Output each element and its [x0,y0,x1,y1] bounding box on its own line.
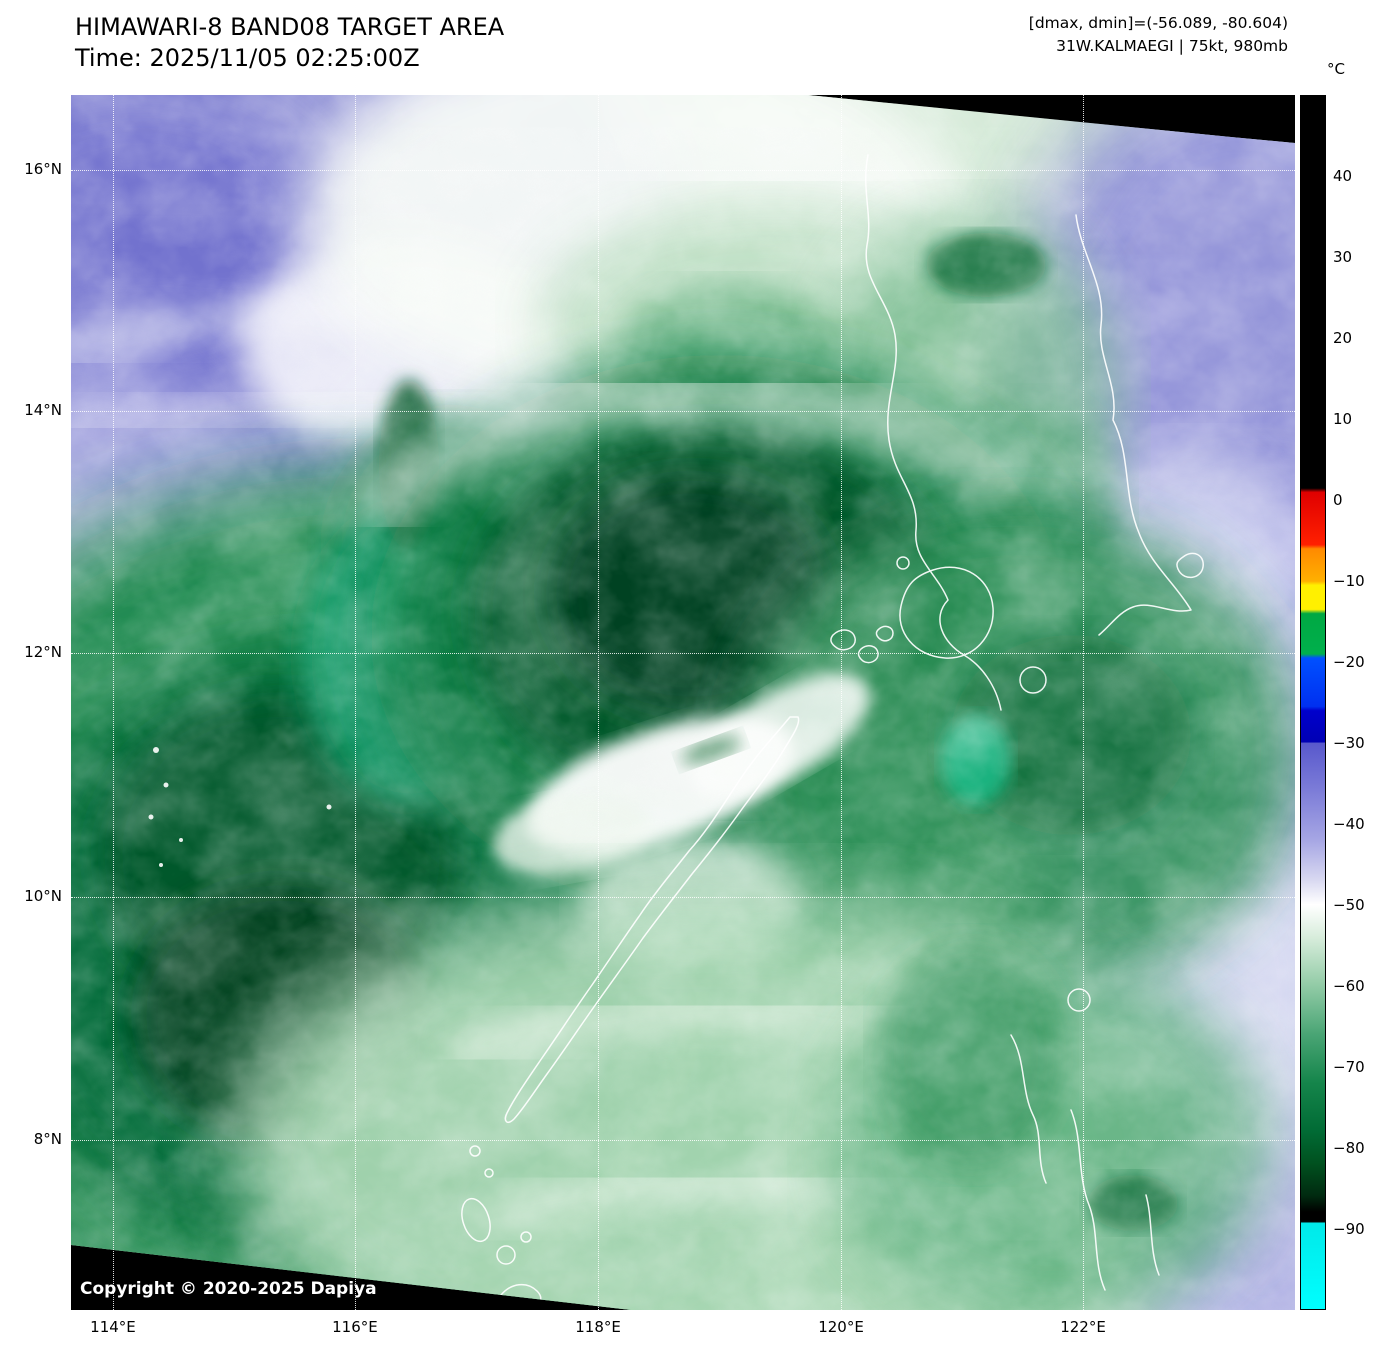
colorbar-tick-label: −90 [1333,1220,1365,1238]
coastlines [461,154,1204,1310]
satellite-imagery [71,95,1295,1310]
latitude-tick-label: 8°N [33,1130,62,1149]
colorbar-tick-label: 30 [1333,248,1353,266]
colorbar-tick-label: 20 [1333,329,1353,347]
colorbar-tick-label: −50 [1333,896,1365,914]
colorbar-tick-label: −40 [1333,815,1365,833]
storm-annotation: 31W.KALMAEGI | 75kt, 980mb [1056,37,1288,55]
latitude-tick-label: 12°N [24,643,62,662]
longitude-tick-label: 114°E [90,1318,136,1336]
longitude-tick-label: 118°E [575,1318,621,1336]
colorbar [1300,95,1326,1310]
header-annotations: [dmax, dmin]=(-56.089, -80.604) 31W.KALM… [1029,12,1288,58]
latitude-tick-label: 10°N [24,887,62,906]
latitude-tick-label: 16°N [24,159,62,178]
colorbar-tick-label: −20 [1333,653,1365,671]
satellite-map: Copyright © 2020-2025 Dapiya [71,95,1295,1310]
cloud-texture-fine [71,95,1295,1310]
colorbar-unit-label: °C [1327,60,1345,78]
cloud-imagery [71,95,1295,1310]
figure-header: HIMAWARI-8 BAND08 TARGET AREA Time: 2025… [75,12,504,74]
colorbar-tick-label: −30 [1333,734,1365,752]
longitude-tick-label: 122°E [1060,1318,1106,1336]
figure-title: HIMAWARI-8 BAND08 TARGET AREA [75,13,505,41]
range-annotation: [dmax, dmin]=(-56.089, -80.604) [1028,14,1288,32]
colorbar-tick-label: 10 [1333,410,1353,428]
longitude-tick-label: 116°E [332,1318,378,1336]
copyright-text: Copyright © 2020-2025 Dapiya [80,1279,377,1299]
colorbar-tick-label: −80 [1333,1139,1365,1157]
colorbar-tick-label: 40 [1333,167,1353,185]
colorbar-tick-label: −60 [1333,977,1365,995]
latitude-tick-label: 14°N [24,401,62,420]
colorbar-tick-label: −70 [1333,1058,1365,1076]
longitude-tick-label: 120°E [818,1318,864,1336]
colorbar-tick-label: 0 [1333,491,1343,509]
figure-time: Time: 2025/11/05 02:25:00Z [75,44,420,72]
colorbar-tick-label: −10 [1333,572,1365,590]
